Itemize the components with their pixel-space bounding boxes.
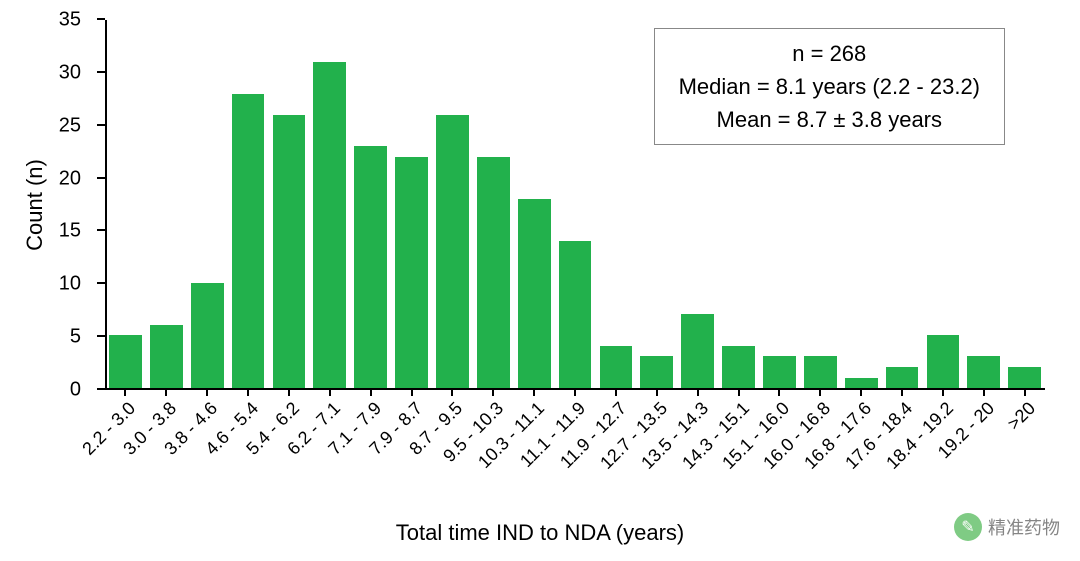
x-tick [411,388,413,396]
bar [763,356,796,388]
x-tick [656,388,658,396]
bar-slot: 8.7 - 9.5 [432,20,473,388]
bar [640,356,673,388]
bar-slot: 3.0 - 3.8 [146,20,187,388]
x-tick [124,388,126,396]
bar [1008,367,1041,388]
y-tick-label: 20 [43,167,93,190]
bar [518,199,551,388]
bar [886,367,919,388]
y-tick-label: 35 [43,9,93,32]
x-tick [860,388,862,396]
x-tick [451,388,453,396]
bar-slot: 10.3 - 11.1 [514,20,555,388]
bar-slot: 11.1 - 11.9 [555,20,596,388]
x-tick [288,388,290,396]
stats-mean: Mean = 8.7 ± 3.8 years [679,103,980,136]
y-tick-label: 10 [43,273,93,296]
stats-n: n = 268 [679,37,980,70]
bar [681,314,714,388]
x-tick [1024,388,1026,396]
bar-slot: 9.5 - 10.3 [473,20,514,388]
x-tick [533,388,535,396]
bar-slot: 4.6 - 5.4 [228,20,269,388]
bar [600,346,633,388]
stats-median: Median = 8.1 years (2.2 - 23.2) [679,70,980,103]
bar [313,62,346,388]
x-tick [492,388,494,396]
y-tick-label: 25 [43,114,93,137]
bar [967,356,1000,388]
bar-slot: 7.9 - 8.7 [391,20,432,388]
y-tick [97,229,105,231]
x-tick [574,388,576,396]
x-tick [697,388,699,396]
y-tick [97,124,105,126]
y-tick [97,282,105,284]
watermark-icon: ✎ [954,513,982,541]
bar-slot: 7.1 - 7.9 [350,20,391,388]
bar-slot: 3.8 - 4.6 [187,20,228,388]
bar-slot: 6.2 - 7.1 [309,20,350,388]
x-tick [942,388,944,396]
y-tick [97,71,105,73]
bar [273,115,306,388]
bar [232,94,265,388]
x-tick [738,388,740,396]
bar [845,378,878,389]
bar [804,356,837,388]
bar [927,335,960,388]
y-tick [97,335,105,337]
watermark-text: 精准药物 [988,514,1060,540]
y-tick [97,388,105,390]
bar [559,241,592,388]
x-tick [165,388,167,396]
y-tick-label: 5 [43,326,93,349]
bar-slot: 2.2 - 3.0 [105,20,146,388]
x-tick [983,388,985,396]
x-axis-label: Total time IND to NDA (years) [396,520,685,546]
stats-box: n = 268 Median = 8.1 years (2.2 - 23.2) … [654,28,1005,145]
bar [722,346,755,388]
y-tick-label: 30 [43,61,93,84]
bar [354,146,387,388]
x-tick [206,388,208,396]
x-tick [778,388,780,396]
watermark: ✎ 精准药物 [954,513,1060,541]
y-tick-label: 15 [43,220,93,243]
x-tick [819,388,821,396]
bar [191,283,224,388]
bar-slot: 11.9 - 12.7 [596,20,637,388]
x-tick [247,388,249,396]
y-tick [97,18,105,20]
y-tick-label: 0 [43,379,93,402]
bar [109,335,142,388]
bar [477,157,510,388]
x-tick [901,388,903,396]
plot-area: 05101520253035 2.2 - 3.03.0 - 3.83.8 - 4… [105,20,1045,390]
bar [436,115,469,388]
bar [150,325,183,388]
x-tick [615,388,617,396]
chart-container: Count (n) 05101520253035 2.2 - 3.03.0 - … [10,10,1070,551]
y-tick [97,177,105,179]
x-tick [329,388,331,396]
bar-slot: 5.4 - 6.2 [269,20,310,388]
x-tick [370,388,372,396]
bar-slot: >20 [1004,20,1045,388]
bar [395,157,428,388]
x-tick-label: >20 [1003,398,1039,434]
pencil-icon: ✎ [961,517,974,537]
